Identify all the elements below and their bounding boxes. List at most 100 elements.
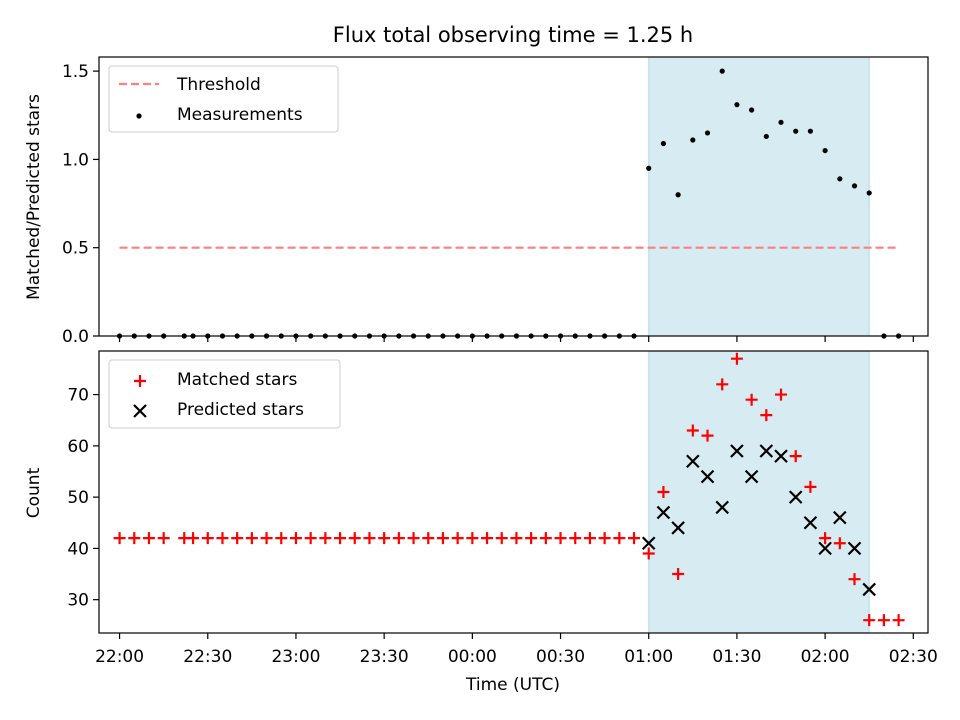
measurement-point bbox=[719, 68, 725, 74]
measurement-point bbox=[690, 137, 696, 143]
top-panel: 0.0 0.5 1.0 1.5 Matched/Predicted stars Thr… bbox=[24, 56, 929, 347]
matched-star-point bbox=[260, 532, 273, 545]
matched-star-point bbox=[481, 532, 494, 545]
measurement-point bbox=[749, 107, 755, 113]
matched-star-point bbox=[392, 532, 405, 545]
matched-star-point bbox=[363, 532, 376, 545]
matched-star-point bbox=[142, 532, 155, 545]
matched-star-point bbox=[598, 532, 611, 545]
matched-star-point bbox=[892, 614, 905, 627]
bottom-legend: Matched stars Predicted stars bbox=[108, 359, 341, 429]
matched-star-point bbox=[628, 532, 641, 545]
top-ytick-label: 0.0 bbox=[62, 327, 89, 347]
predicted-star-point bbox=[671, 521, 685, 535]
bottom-ytick-label: 60 bbox=[67, 437, 89, 457]
matched-star-point bbox=[730, 352, 743, 365]
predicted-star-point bbox=[730, 444, 744, 458]
matched-star-point bbox=[466, 532, 479, 545]
bottom-xtick-label: 00:00 bbox=[448, 647, 497, 667]
bottom-legend-box bbox=[108, 359, 341, 429]
matched-star-point bbox=[863, 614, 876, 627]
bottom-xlabel: Time (UTC) bbox=[465, 675, 560, 695]
bottom-xtick-label: 02:00 bbox=[801, 647, 850, 667]
predicted-star-point bbox=[833, 510, 847, 525]
matched-star-point bbox=[128, 532, 141, 545]
measurement-point bbox=[660, 140, 667, 147]
predicted-star-point bbox=[818, 541, 832, 556]
bottom-panel: 30 40 50 60 70 22:00 22:30 23:00 23:30 00:00 00:30… bbox=[24, 350, 938, 695]
top-ytick-label: 1.5 bbox=[62, 62, 89, 82]
predicted-star-point bbox=[803, 515, 818, 530]
bottom-xtick-label: 02:30 bbox=[889, 647, 938, 667]
bottom-ytick-label: 50 bbox=[67, 488, 89, 508]
legend-predicted-swatch bbox=[133, 404, 147, 418]
matched-star-point bbox=[657, 486, 670, 498]
matched-star-point bbox=[495, 532, 508, 545]
predicted-star-point bbox=[686, 454, 700, 469]
matched-star-point bbox=[819, 532, 832, 545]
measurement-point bbox=[778, 119, 784, 125]
matched-star-point bbox=[525, 532, 538, 545]
matched-star-point bbox=[554, 532, 567, 545]
bottom-ytick-label: 30 bbox=[67, 591, 89, 611]
matched-star-point bbox=[760, 409, 773, 422]
measurement-point bbox=[763, 133, 769, 140]
matched-star-point bbox=[613, 532, 626, 545]
top-legend: Threshold Measurements bbox=[108, 65, 339, 133]
matched-star-point bbox=[422, 532, 435, 545]
bottom-ytick-label: 40 bbox=[67, 539, 89, 559]
predicted-star-point bbox=[788, 490, 803, 504]
top-ytick-label: 1.0 bbox=[62, 150, 89, 170]
matched-star-point bbox=[216, 532, 229, 545]
measurement-point bbox=[675, 192, 681, 198]
matched-star-point bbox=[304, 532, 317, 545]
matched-star-point bbox=[275, 532, 288, 545]
matched-star-point bbox=[510, 532, 523, 545]
bottom-ylabel: Count bbox=[24, 467, 44, 518]
matched-star-point bbox=[833, 537, 846, 550]
matched-star-point bbox=[319, 532, 332, 545]
top-axes-frame bbox=[98, 56, 929, 337]
matched-star-point bbox=[407, 532, 420, 545]
matched-star-point bbox=[436, 532, 449, 545]
legend-matched-swatch bbox=[134, 375, 146, 387]
bottom-xtick-label: 22:00 bbox=[95, 647, 144, 667]
matched-star-point bbox=[348, 532, 361, 545]
predicted-star-point bbox=[700, 469, 715, 484]
bottom-xtick-label: 00:30 bbox=[536, 647, 585, 667]
bottom-ytick-label: 70 bbox=[67, 386, 89, 406]
matched-star-point bbox=[187, 532, 200, 545]
matched-star-point bbox=[451, 532, 464, 545]
matched-star-point bbox=[201, 532, 214, 545]
top-ytick-label: 0.5 bbox=[62, 239, 89, 259]
bottom-xtick-label: 01:30 bbox=[712, 647, 761, 667]
predicted-star-point bbox=[641, 536, 656, 551]
matched-star-point bbox=[539, 532, 552, 545]
matched-star-point bbox=[775, 388, 788, 401]
matched-star-point bbox=[569, 532, 582, 545]
predicted-star-point bbox=[656, 505, 671, 520]
matched-star-point bbox=[113, 532, 126, 545]
measurement-point bbox=[704, 130, 711, 136]
bottom-xtick-label: 23:00 bbox=[271, 647, 320, 667]
matched-star-point bbox=[789, 450, 802, 463]
legend-measurements-swatch bbox=[136, 113, 142, 119]
matched-star-point bbox=[157, 532, 170, 545]
measurement-point bbox=[837, 176, 843, 182]
predicted-star-point bbox=[715, 500, 729, 515]
measurement-point bbox=[646, 165, 652, 171]
bottom-xtick-label: 22:30 bbox=[183, 647, 232, 667]
matched-star-point bbox=[289, 532, 302, 545]
predicted-star-point bbox=[774, 449, 788, 463]
measurement-point bbox=[734, 102, 740, 108]
matched-star-point bbox=[583, 532, 596, 545]
measurement-point bbox=[822, 147, 828, 154]
chart-title: Flux total observing time = 1.25 h bbox=[333, 23, 693, 47]
bottom-highlight-span bbox=[648, 350, 870, 634]
bottom-xtick-label: 01:00 bbox=[624, 647, 673, 667]
matched-star-point bbox=[245, 532, 258, 545]
matched-star-point bbox=[848, 573, 861, 586]
legend-matched-label: Matched stars bbox=[177, 370, 297, 390]
matched-star-point bbox=[334, 532, 347, 545]
